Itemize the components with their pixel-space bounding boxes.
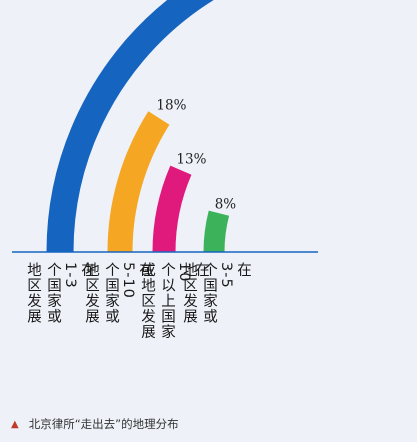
category-label-2-line-2: 地区发展 bbox=[83, 262, 99, 324]
category-label-1-line-1: 在 1-3 个国家或 bbox=[45, 262, 95, 324]
figure-caption: ▲ 北京律所“走出去”的地理分布 bbox=[11, 416, 179, 432]
category-label-1-line-2: 地区发展 bbox=[25, 262, 41, 324]
arc-bar-2 bbox=[107, 111, 170, 253]
arc-bar-3 bbox=[152, 165, 192, 253]
category-label-2-line-1: 在 5-10 个国家或 bbox=[103, 262, 153, 324]
category-label-4-line-1: 在 3-5 个国家或 bbox=[201, 262, 251, 324]
category-label-3-line-2: 或地区发展 bbox=[139, 262, 155, 340]
category-label-3-line-1: 在 10 个以上国家 bbox=[159, 262, 209, 340]
arc-bar-4 bbox=[203, 210, 230, 253]
value-label-3: 13% bbox=[176, 152, 206, 168]
caption-triangle-icon: ▲ bbox=[11, 418, 19, 430]
arc-bar-1 bbox=[46, 0, 214, 253]
value-label-4: 8% bbox=[215, 197, 237, 213]
caption-text: 北京律所“走出去”的地理分布 bbox=[28, 417, 179, 431]
value-label-2: 18% bbox=[156, 97, 186, 113]
category-label-4-line-2: 地区发展 bbox=[181, 262, 197, 324]
